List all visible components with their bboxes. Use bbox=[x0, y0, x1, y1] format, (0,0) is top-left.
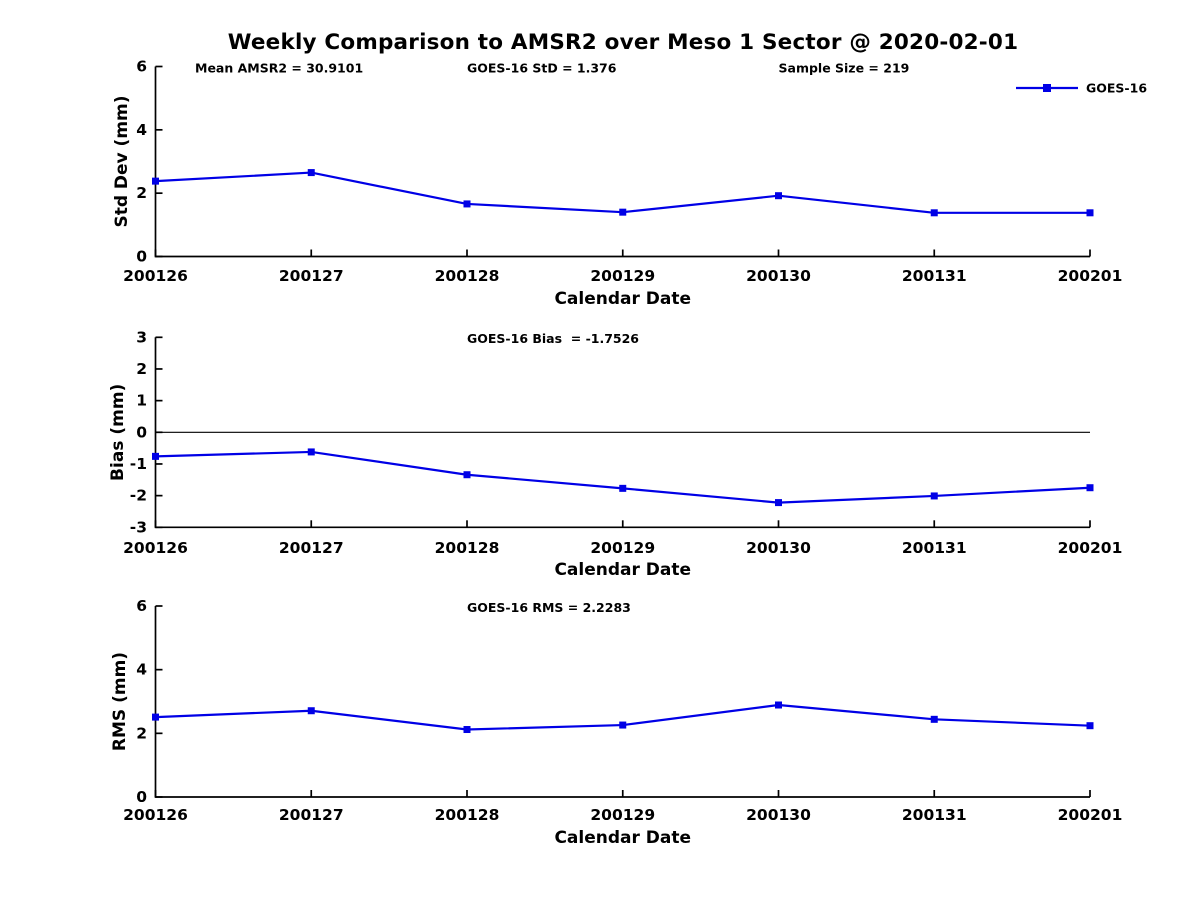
data-point-marker bbox=[619, 721, 627, 729]
series-line bbox=[155, 450, 1091, 504]
x-axis-title: Calendar Date bbox=[554, 560, 691, 580]
y-tick-label: 6 bbox=[136, 58, 147, 76]
data-point-marker bbox=[307, 707, 315, 715]
x-tick-label: 200126 bbox=[123, 267, 188, 285]
data-point-marker bbox=[775, 499, 782, 507]
x-tick-label: 200126 bbox=[123, 539, 188, 557]
bias-chart: -3 -2 -1 0 1 2 3 200126 200127 200128 200129 200130… bbox=[108, 328, 1122, 580]
y-tick-label: 0 bbox=[136, 423, 147, 441]
data-point-marker bbox=[463, 471, 471, 479]
x-tick-label: 200129 bbox=[590, 539, 655, 557]
y-axis-title: RMS (mm) bbox=[110, 652, 130, 751]
annotation-text: GOES-16 RMS = 2.2283 bbox=[467, 600, 631, 615]
legend-label: GOES-16 bbox=[1086, 81, 1147, 96]
y-tick-label: -2 bbox=[130, 487, 147, 505]
y-tick-label: 3 bbox=[136, 328, 147, 346]
x-tick-label: 200126 bbox=[123, 806, 188, 824]
data-point-marker bbox=[1086, 209, 1094, 217]
data-point-marker bbox=[152, 713, 159, 721]
y-tick-label: 2 bbox=[136, 360, 147, 378]
x-tick-label: 200131 bbox=[902, 539, 967, 557]
x-tick-label: 200131 bbox=[902, 806, 967, 824]
x-tick-label: 200201 bbox=[1058, 267, 1123, 285]
legend-marker bbox=[1043, 84, 1051, 92]
rms-chart: 0 2 4 6 200126 200127 200128 200129 200130 200131… bbox=[110, 597, 1122, 848]
y-tick-label: 2 bbox=[136, 724, 147, 742]
x-tick-label: 200128 bbox=[435, 806, 500, 824]
annotation-text: Sample Size = 219 bbox=[779, 61, 910, 76]
data-point-marker bbox=[619, 208, 627, 216]
data-point-marker bbox=[775, 192, 782, 200]
x-tick-label: 200127 bbox=[279, 806, 344, 824]
data-point-marker bbox=[930, 715, 938, 723]
y-tick-label: 0 bbox=[136, 248, 147, 266]
data-point-marker bbox=[152, 452, 159, 460]
y-tick-label: 1 bbox=[136, 392, 147, 410]
data-point-marker bbox=[307, 169, 315, 177]
y-axis-title: Bias (mm) bbox=[108, 384, 128, 481]
data-point-marker bbox=[619, 484, 627, 492]
x-axis-title: Calendar Date bbox=[554, 289, 691, 309]
y-axis-title: Std Dev (mm) bbox=[112, 95, 132, 227]
data-point-marker bbox=[1086, 484, 1094, 492]
data-point-marker bbox=[307, 448, 315, 456]
x-tick-label: 200128 bbox=[435, 267, 500, 285]
y-tick-label: 4 bbox=[136, 661, 147, 679]
x-tick-label: 200128 bbox=[435, 539, 500, 557]
y-tick-label: -3 bbox=[130, 518, 147, 536]
x-tick-label: 200201 bbox=[1058, 806, 1123, 824]
legend: GOES-16 bbox=[1016, 81, 1147, 96]
y-tick-label: 4 bbox=[136, 121, 147, 139]
stddev-chart: 0 2 4 6 200126 200127 200128 200129 200130 200131… bbox=[112, 58, 1147, 310]
x-tick-label: 200129 bbox=[590, 806, 655, 824]
data-point-marker bbox=[463, 726, 471, 734]
y-tick-label: 2 bbox=[136, 184, 147, 202]
series-line bbox=[155, 171, 1090, 214]
annotation-text: GOES-16 Bias = -1.7526 bbox=[467, 331, 639, 346]
annotation-text: Mean AMSR2 = 30.9101 bbox=[195, 61, 363, 76]
x-axis-title: Calendar Date bbox=[554, 828, 691, 848]
data-point-marker bbox=[463, 200, 471, 208]
y-tick-label: 6 bbox=[136, 597, 147, 615]
x-tick-label: 200130 bbox=[746, 539, 811, 557]
data-point-marker bbox=[1086, 722, 1094, 730]
data-point-marker bbox=[930, 209, 938, 217]
x-tick-label: 200201 bbox=[1058, 539, 1123, 557]
y-tick-label: -1 bbox=[130, 455, 147, 473]
x-tick-label: 200130 bbox=[746, 267, 811, 285]
data-point-marker bbox=[930, 492, 938, 500]
annotation-text: GOES-16 StD = 1.376 bbox=[467, 61, 617, 76]
figure-title: Weekly Comparison to AMSR2 over Meso 1 S… bbox=[227, 30, 1019, 55]
x-tick-label: 200129 bbox=[590, 267, 655, 285]
data-point-marker bbox=[775, 701, 782, 709]
x-tick-label: 200127 bbox=[279, 267, 344, 285]
x-tick-label: 200130 bbox=[746, 806, 811, 824]
y-tick-label: 0 bbox=[136, 788, 147, 806]
data-point-marker bbox=[152, 177, 159, 185]
x-tick-label: 200127 bbox=[279, 539, 344, 557]
x-tick-label: 200131 bbox=[902, 267, 967, 285]
